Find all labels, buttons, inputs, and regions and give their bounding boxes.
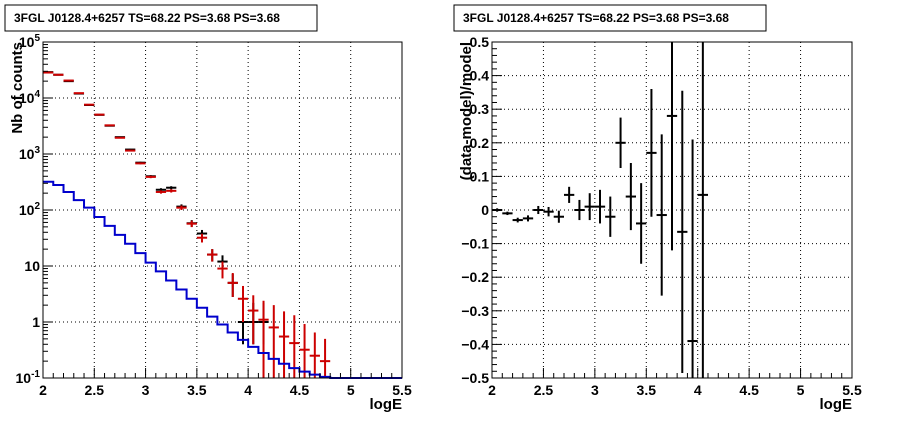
- y-tick-label: −0.4: [461, 336, 489, 352]
- y-tick-label: 0.2: [470, 135, 490, 151]
- counts-x-label: logE: [370, 396, 403, 413]
- counts-x-ticks: 2 2.5 3 3.5 4 4.5 5 5.5: [39, 368, 412, 398]
- residual-panel: 3FGL J0128.4+6257 TS=68.22 PS=3.68 PS=3.…: [453, 4, 862, 413]
- y-tick-label: 0.5: [470, 34, 490, 50]
- x-tick-label: 2: [39, 382, 47, 398]
- residual-x-ticks: 2 2.5 3 3.5 4 4.5 5 5.5: [488, 368, 862, 398]
- counts-title-box: [4, 4, 318, 32]
- model-step-line: [43, 180, 402, 379]
- y-tick-label: −0.2: [461, 269, 489, 285]
- y-tick-label: −0.3: [461, 303, 489, 319]
- x-tick-label: 5.5: [392, 382, 412, 398]
- x-tick-label: 3: [591, 382, 599, 398]
- x-tick-label: 4.5: [290, 382, 310, 398]
- y-tick-label: 103: [19, 145, 41, 162]
- y-tick-label: 0.3: [470, 101, 490, 117]
- x-tick-label: 2.5: [85, 382, 105, 398]
- counts-series: [43, 71, 402, 379]
- residual-x-label: logE: [820, 396, 853, 413]
- y-tick-label: −0.5: [461, 370, 489, 386]
- residual-y-ticks: −0.5 −0.4 −0.3 −0.2 −0.1 0 0.1 0.2 0.3 0.4 0.5: [461, 34, 502, 386]
- residual-title: 3FGL J0128.4+6257 TS=68.22 PS=3.68 PS=3.…: [463, 11, 729, 25]
- y-tick-label: 10: [24, 258, 40, 274]
- counts-title: 3FGL J0128.4+6257 TS=68.22 PS=3.68 PS=3.…: [14, 11, 280, 25]
- y-tick-label: 1: [32, 314, 40, 330]
- x-tick-label: 2: [488, 382, 496, 398]
- y-tick-label: 0.4: [470, 68, 490, 84]
- counts-y-ticks: 10-1 1 10 102 103 104 105: [16, 33, 53, 386]
- y-tick-label: 10-1: [16, 369, 41, 386]
- counts-panel: 3FGL J0128.4+6257 TS=68.22 PS=3.68 PS=3.…: [4, 4, 412, 413]
- residual-y-label: (data-model)/model: [458, 42, 475, 180]
- residual-series: [492, 42, 708, 378]
- x-tick-label: 5: [797, 382, 805, 398]
- counts-grid: [43, 42, 402, 378]
- x-tick-label: 3.5: [187, 382, 207, 398]
- x-tick-label: 3: [142, 382, 150, 398]
- y-tick-label: 104: [19, 89, 41, 106]
- residual-title-box: [453, 4, 767, 32]
- x-tick-label: 5: [347, 382, 355, 398]
- x-tick-label: 3.5: [637, 382, 657, 398]
- counts-plot-frame: [43, 42, 402, 378]
- x-tick-label: 2.5: [534, 382, 554, 398]
- y-tick-label: −0.1: [461, 236, 489, 252]
- y-tick-label: 102: [19, 201, 41, 218]
- y-tick-label: 105: [19, 33, 41, 50]
- x-tick-label: 4: [694, 382, 702, 398]
- y-tick-label: 0: [481, 202, 489, 218]
- x-tick-label: 4.5: [739, 382, 759, 398]
- x-tick-label: 5.5: [842, 382, 862, 398]
- y-tick-label: 0.1: [470, 168, 490, 184]
- x-tick-label: 4: [244, 382, 252, 398]
- counts-y-label: Nb of counts: [9, 42, 26, 134]
